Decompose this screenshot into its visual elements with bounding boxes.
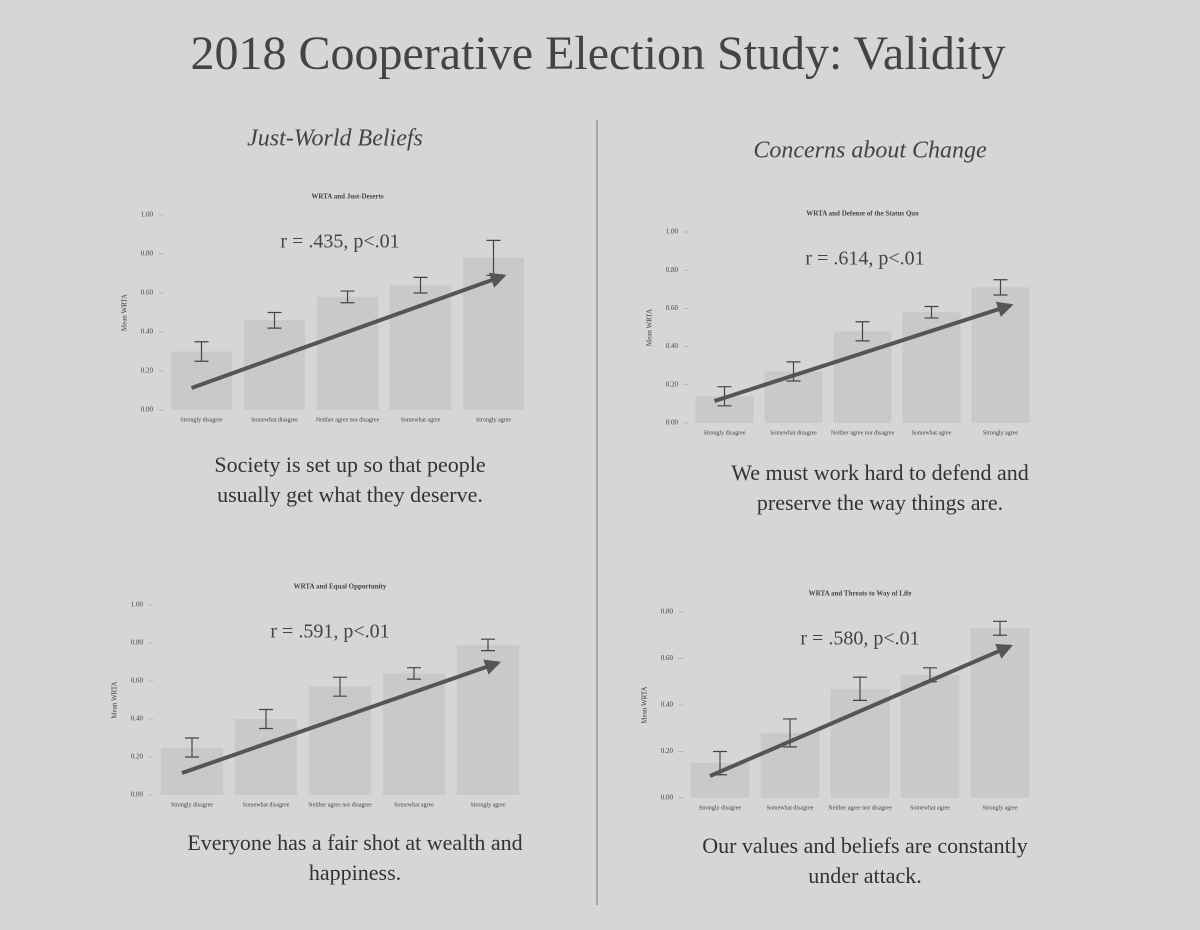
x-tick-label: Strongly disagree — [699, 805, 741, 811]
x-tick-label: Somewhat agree — [401, 417, 441, 423]
section-heading: Just-World Beliefs — [247, 126, 423, 152]
y-tick-label: 0.00 — [661, 794, 674, 802]
x-tick-label: Somewhat agree — [394, 802, 434, 808]
x-tick-label: Neither agree nor disagree — [308, 802, 372, 808]
error-bar — [924, 305, 939, 319]
x-tick-label: Somewhat disagree — [243, 802, 290, 808]
annotation: r = .580, p<.01 — [800, 628, 919, 650]
error-bar — [855, 321, 870, 342]
error-bar — [481, 638, 495, 652]
y-tick-label: 1.00 — [141, 211, 154, 219]
error-bar — [413, 276, 428, 294]
y-tick-label: 0.80 — [661, 608, 674, 616]
slide-title: 2018 Cooperative Election Study: Validit… — [190, 27, 1005, 80]
error-bar — [185, 737, 199, 758]
trend-arrow — [190, 272, 507, 390]
y-axis-label: Mean WRTA — [641, 686, 649, 723]
x-tick-label: Strongly disagree — [703, 430, 745, 436]
error-bar — [993, 620, 1007, 636]
x-tick-label: Neither agree nor disagree — [831, 430, 895, 436]
caption: Everyone has a fair shot at wealth and h… — [187, 830, 523, 885]
y-tick-label: 0.00 — [131, 791, 144, 799]
y-tick-label: 0.00 — [141, 406, 154, 414]
y-tick-label: 0.20 — [666, 380, 679, 388]
y-tick-label: 0.20 — [141, 367, 154, 375]
annotation: r = .614, p<.01 — [805, 248, 924, 270]
bar — [234, 719, 298, 795]
x-tick-label: Neither agree nor disagree — [316, 417, 380, 423]
section-heading: Concerns about Change — [753, 138, 987, 164]
error-bar — [993, 279, 1008, 296]
bar — [308, 686, 372, 795]
x-tick-label: Somewhat disagree — [251, 417, 298, 423]
y-tick-label: 0.60 — [131, 677, 144, 685]
y-axis-label: Mean WRTA — [111, 681, 119, 718]
y-tick-label: 0.00 — [666, 419, 679, 427]
y-tick-label: 0.20 — [131, 753, 144, 761]
error-bar — [259, 708, 273, 730]
annotation: r = .591, p<.01 — [270, 621, 389, 643]
x-tick-label: Strongly agree — [983, 430, 1018, 436]
bar — [970, 628, 1030, 798]
x-tick-label: Somewhat disagree — [767, 805, 814, 811]
y-axis-label: Mean WRTA — [646, 309, 654, 346]
y-tick-label: 0.80 — [131, 639, 144, 647]
error-bar — [340, 290, 355, 304]
error-bar — [853, 676, 867, 701]
error-bar — [407, 667, 421, 680]
caption: Our values and beliefs are constantly un… — [702, 833, 1028, 888]
x-tick-label: Somewhat agree — [912, 430, 952, 436]
x-tick-label: Strongly agree — [470, 802, 505, 808]
x-tick-label: Strongly agree — [476, 417, 511, 423]
x-tick-label: Strongly disagree — [180, 417, 222, 423]
bar — [830, 688, 890, 798]
error-bar — [194, 341, 209, 362]
y-tick-label: 1.00 — [131, 601, 144, 609]
chart-title: WRTA and Defense of the Status Quo — [806, 210, 919, 218]
y-tick-label: 0.20 — [661, 747, 674, 755]
caption: Society is set up so that people usually… — [214, 452, 486, 507]
trend-arrow — [181, 659, 502, 775]
y-tick-label: 0.40 — [131, 715, 144, 723]
trend-arrow — [713, 301, 1014, 403]
error-bar — [786, 361, 801, 382]
y-tick-label: 0.80 — [666, 266, 679, 274]
x-tick-label: Strongly disagree — [171, 802, 213, 808]
x-tick-label: Somewhat agree — [910, 805, 950, 811]
annotation: r = .435, p<.01 — [280, 231, 399, 253]
y-tick-label: 1.00 — [666, 228, 679, 236]
x-tick-label: Somewhat disagree — [770, 430, 817, 436]
y-tick-label: 0.40 — [666, 342, 679, 350]
y-axis-label: Mean WRTA — [121, 294, 129, 331]
bar — [900, 674, 960, 798]
chart-title: WRTA and Threats to Way of Life — [809, 590, 912, 598]
y-tick-label: 0.60 — [661, 654, 674, 662]
y-tick-label: 0.60 — [141, 289, 154, 297]
error-bar — [333, 676, 347, 697]
chart-title: WRTA and Just-Deserts — [311, 193, 384, 201]
y-tick-label: 0.80 — [141, 250, 154, 258]
error-bar — [267, 311, 282, 329]
chart-title: WRTA and Equal Opportunity — [294, 583, 387, 591]
trend-arrow — [709, 644, 1013, 778]
y-tick-label: 0.60 — [666, 304, 679, 312]
x-tick-label: Strongly agree — [982, 805, 1017, 811]
bar — [316, 296, 379, 410]
y-tick-label: 0.40 — [141, 328, 154, 336]
x-tick-label: Neither agree nor disagree — [828, 805, 892, 811]
caption: We must work hard to defend and preserve… — [731, 460, 1029, 515]
y-tick-label: 0.40 — [661, 701, 674, 709]
